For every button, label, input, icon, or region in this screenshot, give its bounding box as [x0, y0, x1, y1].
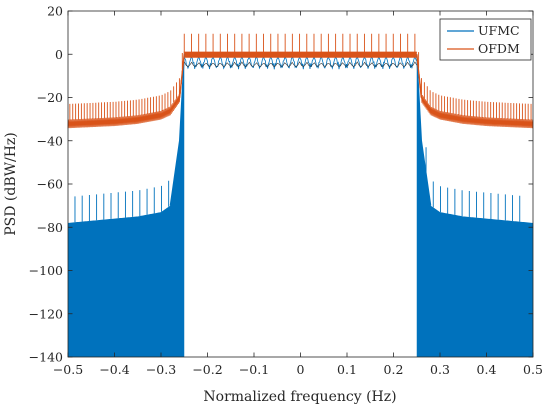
axes: −0.5 −0.4 −0.3 −0.2 −0.1 0 0.1 0.2 0.3 0.4 0.5 −140… [29, 4, 543, 378]
ufmc-oob-area-1 [416, 54, 533, 357]
x-tick-label: 0.4 [477, 362, 497, 377]
x-tick-label: −0.1 [239, 362, 269, 377]
legend-label-ufmc: UFMC [478, 23, 520, 38]
y-axis-title: PSD (dBW/Hz) [3, 132, 19, 236]
x-tick-label: 0.3 [430, 362, 450, 377]
y-tick-label: −80 [37, 220, 63, 235]
x-tick-label: −0.3 [146, 362, 176, 377]
y-tick-label: −120 [29, 306, 63, 321]
ofdm-sidelobe-spurs-0 [69, 52, 183, 121]
ufmc-oob-area-0 [68, 54, 185, 357]
y-tick-label: −140 [29, 350, 63, 365]
legend-label-ofdm: OFDM [478, 41, 520, 56]
legend: UFMC OFDM [439, 18, 532, 61]
ufmc-skirt-0 [169, 54, 185, 206]
ufmc-skirt-1 [416, 54, 432, 206]
ofdm-skirt-0 [169, 54, 185, 111]
y-tick-label: 0 [55, 47, 63, 62]
x-axis-title: Normalized frequency (Hz) [203, 389, 396, 405]
ufmc-inband [183, 56, 417, 70]
y-tick-label: −20 [37, 90, 63, 105]
x-tick-label: −0.2 [192, 362, 222, 377]
ofdm-skirt-1 [416, 54, 432, 111]
x-tick-label: −0.5 [53, 362, 83, 377]
ufmc-spurs-0 [74, 180, 170, 223]
y-tick-label: −100 [29, 263, 63, 278]
ofdm-sidelobe-0 [67, 51, 185, 129]
x-tick-label: −0.4 [99, 362, 129, 377]
ofdm-sidelobe-1 [416, 55, 534, 129]
plot-area [67, 33, 534, 357]
x-tick-label: 0 [297, 362, 305, 377]
y-tick-label: −40 [37, 133, 63, 148]
ofdm-inband-spurs [183, 33, 416, 53]
inband-envelope [183, 61, 418, 67]
y-tick-label: −60 [37, 177, 63, 192]
y-tick-label: 20 [47, 4, 63, 19]
ufmc-spurs-1 [425, 147, 521, 222]
x-tick-label: 0.2 [384, 362, 404, 377]
x-tick-label: 0.5 [523, 362, 543, 377]
legend-box [439, 18, 532, 61]
ofdm-sidelobe-spurs-1 [418, 52, 532, 121]
x-tick-label: 0.1 [337, 362, 357, 377]
ofdm-inband [183, 51, 417, 58]
